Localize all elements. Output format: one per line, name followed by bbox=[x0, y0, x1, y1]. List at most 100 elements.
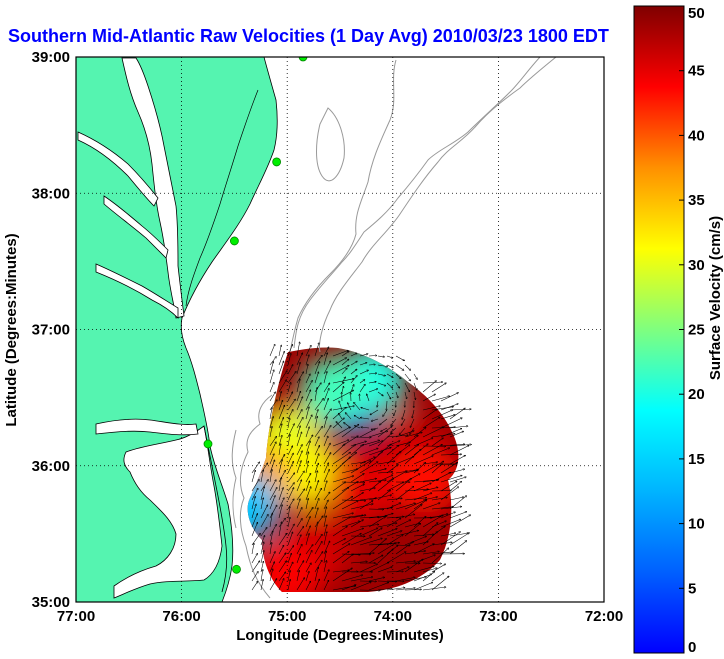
velocity-arrow bbox=[386, 503, 401, 510]
velocity-arrow bbox=[314, 516, 323, 528]
velocity-arrow bbox=[323, 500, 328, 510]
shelf-contour-inner bbox=[293, 57, 541, 349]
velocity-arrow bbox=[314, 552, 323, 564]
velocity-arrow bbox=[410, 427, 415, 435]
chesapeake-bay bbox=[121, 57, 185, 319]
velocity-arrow bbox=[359, 498, 377, 501]
velocity-arrow bbox=[287, 382, 291, 393]
velocity-arrow bbox=[332, 365, 349, 375]
velocity-arrow bbox=[296, 554, 301, 564]
velocity-arrow bbox=[305, 399, 312, 411]
velocity-arrow bbox=[395, 514, 415, 519]
velocity-arrow bbox=[287, 365, 293, 375]
velocity-arrow bbox=[386, 588, 405, 591]
velocity-arrow bbox=[354, 415, 361, 420]
velocity-arrow bbox=[305, 407, 309, 420]
velocity-arrow bbox=[332, 382, 344, 393]
velocity-arrow bbox=[323, 525, 327, 537]
velocity-arrow bbox=[305, 545, 313, 555]
velocity-arrow bbox=[431, 448, 450, 456]
velocity-arrow bbox=[395, 382, 400, 388]
velocity-arrow bbox=[413, 456, 433, 465]
velocity-arrow bbox=[269, 505, 277, 519]
velocity-arrow bbox=[323, 516, 326, 528]
velocity-arrow bbox=[296, 417, 303, 429]
velocity-arrow bbox=[278, 371, 287, 384]
velocity-arrow bbox=[332, 487, 349, 501]
velocity-arrow bbox=[260, 561, 264, 573]
velocity-arrow bbox=[269, 361, 273, 375]
velocity-arrow bbox=[287, 532, 293, 546]
velocity-arrow bbox=[377, 382, 386, 386]
velocity-arrow bbox=[368, 356, 377, 357]
velocity-arrow bbox=[377, 373, 386, 376]
velocity-arrow bbox=[323, 409, 331, 420]
velocity-arrow bbox=[251, 561, 260, 573]
velocity-arrow bbox=[341, 351, 349, 357]
velocity-arrow bbox=[359, 363, 367, 366]
velocity-vectors bbox=[251, 342, 472, 591]
velocity-arrow bbox=[359, 384, 365, 393]
velocity-arrow bbox=[386, 531, 402, 537]
rappahannock-river bbox=[103, 195, 169, 259]
velocity-arrow bbox=[422, 571, 435, 582]
velocity-arrow bbox=[296, 507, 302, 519]
x-tick-label: 76:00 bbox=[162, 608, 200, 625]
velocity-arrow bbox=[395, 364, 404, 370]
velocity-arrow bbox=[314, 508, 318, 519]
velocity-arrow bbox=[440, 475, 462, 483]
velocity-arrow bbox=[368, 382, 376, 384]
velocity-arrow bbox=[377, 461, 395, 465]
velocity-arrow bbox=[287, 488, 294, 501]
velocity-arrow bbox=[440, 533, 456, 537]
velocity-arrow bbox=[359, 370, 369, 375]
velocity-arrow bbox=[251, 571, 258, 582]
velocity-arrow bbox=[278, 391, 281, 402]
velocity-arrow bbox=[404, 382, 410, 392]
shelf-contour-outer bbox=[319, 57, 604, 353]
velocity-arrow bbox=[296, 526, 304, 537]
velocity-arrow bbox=[305, 533, 309, 546]
velocity-arrow bbox=[251, 470, 255, 483]
velocity-arrow bbox=[395, 531, 419, 537]
velocity-arrow bbox=[395, 567, 409, 573]
velocity-arrow bbox=[314, 498, 319, 510]
velocity-arrow bbox=[404, 474, 420, 483]
velocity-arrow bbox=[260, 479, 268, 492]
velocity-arrow bbox=[269, 416, 273, 429]
velocity-arrow bbox=[278, 477, 281, 492]
colorbar-tick-label: 30 bbox=[688, 257, 705, 274]
velocity-arrow bbox=[422, 417, 440, 429]
velocity-arrow bbox=[305, 563, 311, 573]
velocity-arrow bbox=[350, 361, 357, 366]
colorbar-tick-label: 40 bbox=[688, 127, 705, 144]
velocity-arrow bbox=[350, 577, 373, 582]
velocity-arrow bbox=[350, 537, 372, 546]
velocity-arrow bbox=[332, 390, 354, 402]
colorbar-ticks: 0 5 10 15 20 25 30 35 40 45 50 bbox=[679, 5, 705, 656]
potomac-river bbox=[77, 131, 159, 207]
velocity-arrow bbox=[404, 449, 421, 465]
velocity-arrow bbox=[332, 526, 347, 537]
velocity-arrow bbox=[278, 424, 282, 438]
y-tick-label: 38:00 bbox=[32, 185, 70, 202]
velocity-arrow bbox=[269, 569, 273, 582]
velocity-arrow bbox=[431, 383, 446, 393]
velocity-arrow bbox=[410, 418, 415, 428]
velocity-arrow bbox=[422, 409, 437, 420]
velocity-arrow bbox=[422, 552, 439, 555]
velocity-arrow bbox=[323, 492, 330, 501]
velocity-arrow bbox=[314, 534, 322, 546]
velocity-arrow bbox=[431, 472, 451, 483]
velocity-arrow bbox=[269, 357, 276, 366]
velocity-arrow bbox=[395, 520, 411, 528]
velocity-arrow bbox=[360, 418, 370, 420]
velocity-arrow bbox=[440, 444, 465, 447]
velocity-arrow bbox=[449, 515, 471, 528]
velocity-arrow bbox=[296, 391, 301, 402]
velocity-arrow bbox=[287, 473, 295, 483]
velocity-arrow bbox=[305, 550, 312, 564]
velocity-arrow bbox=[422, 487, 438, 492]
velocity-arrow bbox=[269, 370, 274, 384]
velocity-arrow bbox=[377, 581, 397, 582]
